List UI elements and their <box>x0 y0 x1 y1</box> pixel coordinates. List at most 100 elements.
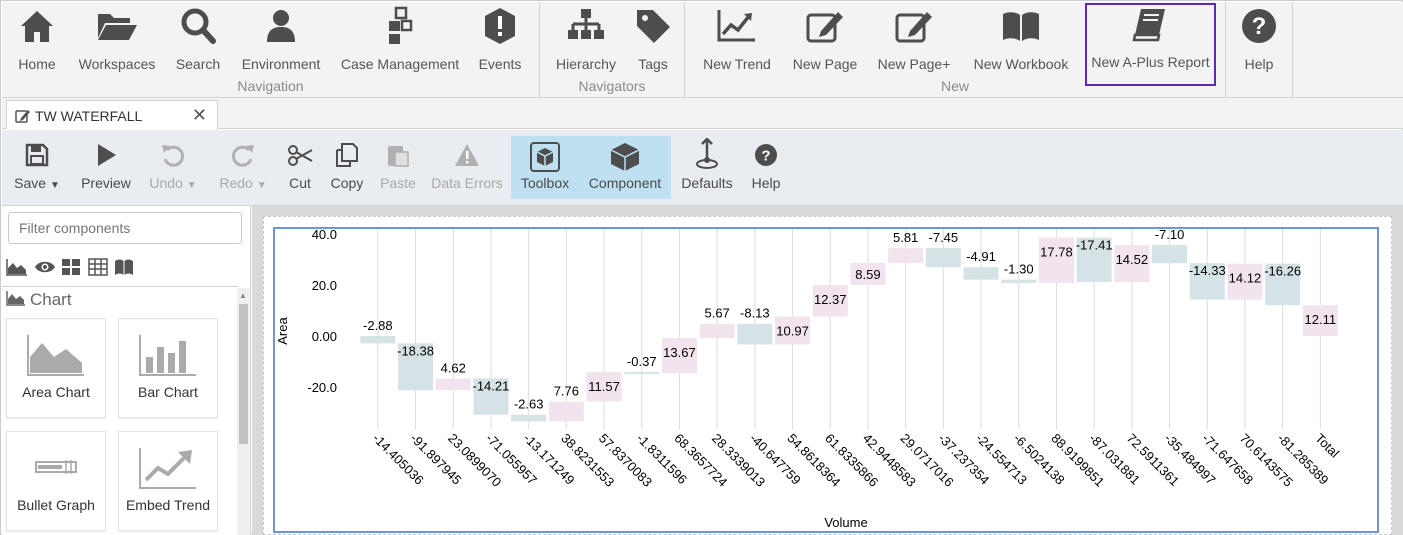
help-toolbar-button[interactable]: ? Help <box>746 136 786 200</box>
cut-button[interactable]: Cut <box>282 136 318 200</box>
paste-button[interactable]: Paste <box>376 136 420 200</box>
waterfall-bar[interactable] <box>548 401 584 422</box>
waterfall-bar[interactable] <box>1038 237 1074 284</box>
waterfall-bar[interactable] <box>775 316 811 345</box>
svg-text:?: ? <box>1252 13 1267 40</box>
save-button[interactable]: Save ▼ <box>10 136 64 200</box>
new-a-plus-report-button[interactable]: New A-Plus Report <box>1085 3 1216 86</box>
data-label: -7.10 <box>1155 229 1185 242</box>
ribbon-group-navigators: Hierarchy Tags Navigators <box>540 2 685 98</box>
component-panel-scrollbar[interactable]: ▲ <box>237 288 250 535</box>
waterfall-bar[interactable] <box>963 267 999 280</box>
data-errors-label: Data Errors <box>431 175 503 191</box>
component-label: Component <box>588 175 662 191</box>
workspaces-button[interactable]: Workspaces <box>76 6 158 72</box>
data-label: 12.11 <box>1305 312 1337 327</box>
new-workbook-button[interactable]: New Workbook <box>971 6 1071 72</box>
preview-button[interactable]: Preview <box>78 136 134 200</box>
data-label: 8.59 <box>855 267 880 282</box>
waterfall-bar[interactable] <box>699 323 735 339</box>
new-trend-button[interactable]: New Trend <box>701 6 773 72</box>
redo-button[interactable]: Redo ▼ <box>214 136 272 200</box>
component-card-embed-trend[interactable]: Embed Trend <box>118 431 218 531</box>
copy-button[interactable]: Copy <box>326 136 368 200</box>
waterfall-bar[interactable] <box>1152 245 1188 264</box>
waterfall-bar[interactable] <box>737 323 773 345</box>
events-button[interactable]: Events <box>474 6 526 72</box>
area-chart-category-icon[interactable] <box>6 258 28 281</box>
waterfall-bar[interactable] <box>812 284 848 317</box>
waterfall-bar[interactable] <box>624 372 660 375</box>
filter-components-input[interactable] <box>8 212 242 244</box>
waterfall-bar[interactable] <box>1189 263 1225 300</box>
new-page-button[interactable]: New Page <box>789 6 861 72</box>
new-page-plus-button[interactable]: New Page+ <box>875 6 953 72</box>
waterfall-chart-component[interactable]: -2.88 -18.38 4.62 -14.21 -2.63 7.76 11.57 -0.37… <box>273 227 1379 533</box>
y-tick-label: 0.00 <box>312 329 337 344</box>
book-category-icon[interactable] <box>114 258 134 281</box>
defaults-button[interactable]: Defaults <box>680 136 734 200</box>
home-button[interactable]: Home <box>10 6 64 72</box>
search-button[interactable]: Search <box>172 6 224 72</box>
table-category-icon[interactable] <box>88 258 108 281</box>
waterfall-bar[interactable] <box>1265 263 1301 306</box>
eye-category-icon[interactable] <box>34 258 56 281</box>
workspaces-label: Workspaces <box>78 56 156 72</box>
waterfall-bar[interactable] <box>511 414 547 422</box>
bar-chart-icon <box>139 335 196 376</box>
component-button[interactable]: Component <box>579 136 671 199</box>
book-icon <box>1131 9 1165 42</box>
close-tab-icon[interactable]: ✕ <box>191 105 207 125</box>
help-button[interactable]: ? Help <box>1232 6 1286 72</box>
data-label: 4.62 <box>441 360 466 375</box>
waterfall-bar[interactable] <box>1227 263 1263 300</box>
component-card-area-chart[interactable]: Area Chart <box>6 318 106 418</box>
undo-button[interactable]: Undo ▼ <box>144 136 202 200</box>
waterfall-bar[interactable] <box>435 378 471 391</box>
toolbox-button[interactable]: Toolbox <box>511 136 579 199</box>
waterfall-bar[interactable] <box>1114 245 1150 283</box>
play-icon <box>98 144 116 166</box>
ribbon-group-new: New Trend New Page New Page+ New Workboo… <box>685 2 1226 98</box>
ribbon-group-title: Navigation <box>237 78 304 94</box>
waterfall-bar[interactable] <box>888 248 924 264</box>
tags-button[interactable]: Tags <box>630 6 676 72</box>
help-label: Help <box>1244 56 1274 72</box>
scroll-up-arrow-icon[interactable]: ▲ <box>239 291 247 300</box>
open-book-icon <box>1003 12 1039 41</box>
waterfall-bar[interactable] <box>360 336 396 344</box>
area-chart-icon <box>27 335 84 376</box>
waterfall-bar[interactable] <box>398 343 434 391</box>
component-card-bar-chart[interactable]: Bar Chart <box>118 318 218 418</box>
search-label: Search <box>175 56 221 72</box>
chevron-down-icon: ▼ <box>49 180 60 191</box>
category-header-chart[interactable]: Chart <box>2 286 238 310</box>
waterfall-bar[interactable] <box>850 263 886 285</box>
y-tick-label: 20.0 <box>312 278 337 293</box>
waterfall-bar[interactable] <box>661 338 697 374</box>
grid-category-icon[interactable] <box>61 258 81 281</box>
waterfall-chart: -2.88 -18.38 4.62 -14.21 -2.63 7.76 11.57 -0.37… <box>275 229 1342 530</box>
waterfall-bar[interactable] <box>1302 305 1338 336</box>
case-management-label: Case Management <box>340 56 460 72</box>
scrollbar-thumb[interactable] <box>239 304 248 444</box>
environment-button[interactable]: Environment <box>238 6 324 72</box>
waterfall-bar[interactable] <box>473 378 509 415</box>
hierarchy-button[interactable]: Hierarchy <box>554 6 618 72</box>
waterfall-bar[interactable] <box>1001 279 1037 284</box>
data-label: -2.63 <box>514 397 544 412</box>
case-management-button[interactable]: Case Management <box>340 6 460 72</box>
waterfall-bar[interactable] <box>925 248 961 268</box>
bullet-graph-icon <box>35 460 77 474</box>
redo-label: Redo ▼ <box>219 175 267 191</box>
help-icon: ? <box>755 144 777 166</box>
save-label: Save ▼ <box>14 175 60 191</box>
document-tab[interactable]: TW WATERFALL ✕ <box>6 100 218 129</box>
new-a-plus-report-label: New A-Plus Report <box>1091 54 1210 70</box>
waterfall-bar[interactable] <box>1076 237 1112 283</box>
component-card-bullet-graph[interactable]: Bullet Graph <box>6 431 106 531</box>
data-errors-button[interactable]: Data Errors <box>430 136 504 200</box>
waterfall-bar[interactable] <box>586 372 622 402</box>
new-trend-label: New Trend <box>703 56 771 72</box>
redo-icon <box>231 145 254 167</box>
